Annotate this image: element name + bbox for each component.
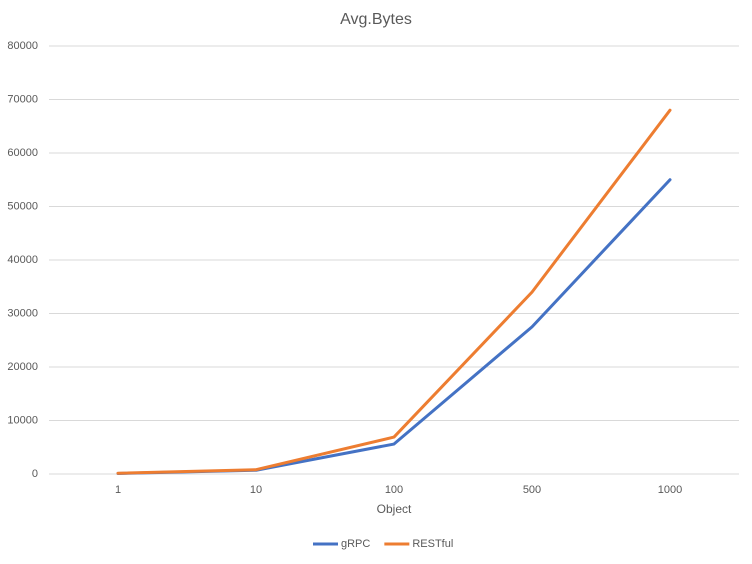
x-axis-title: Object	[377, 502, 412, 516]
chart-title: Avg.Bytes	[340, 11, 412, 28]
legend-label: gRPC	[341, 538, 370, 550]
series-line	[116, 178, 672, 475]
y-tick-label: 30000	[7, 307, 38, 319]
y-tick-label: 80000	[7, 40, 38, 52]
x-tick-label: 500	[523, 484, 541, 496]
y-tick-label: 60000	[7, 147, 38, 159]
x-tick-label: 1	[115, 484, 121, 496]
y-tick-label: 10000	[7, 414, 38, 426]
x-tick-label: 100	[385, 484, 403, 496]
y-tick-label: 0	[32, 468, 38, 480]
y-tick-label: 70000	[7, 93, 38, 105]
legend-label: RESTful	[412, 538, 453, 550]
y-tick-label: 20000	[7, 361, 38, 373]
x-tick-label: 1000	[658, 484, 682, 496]
y-tick-label: 50000	[7, 200, 38, 212]
x-tick-label: 10	[250, 484, 262, 496]
y-tick-label: 40000	[7, 254, 38, 266]
series-line	[116, 108, 672, 475]
